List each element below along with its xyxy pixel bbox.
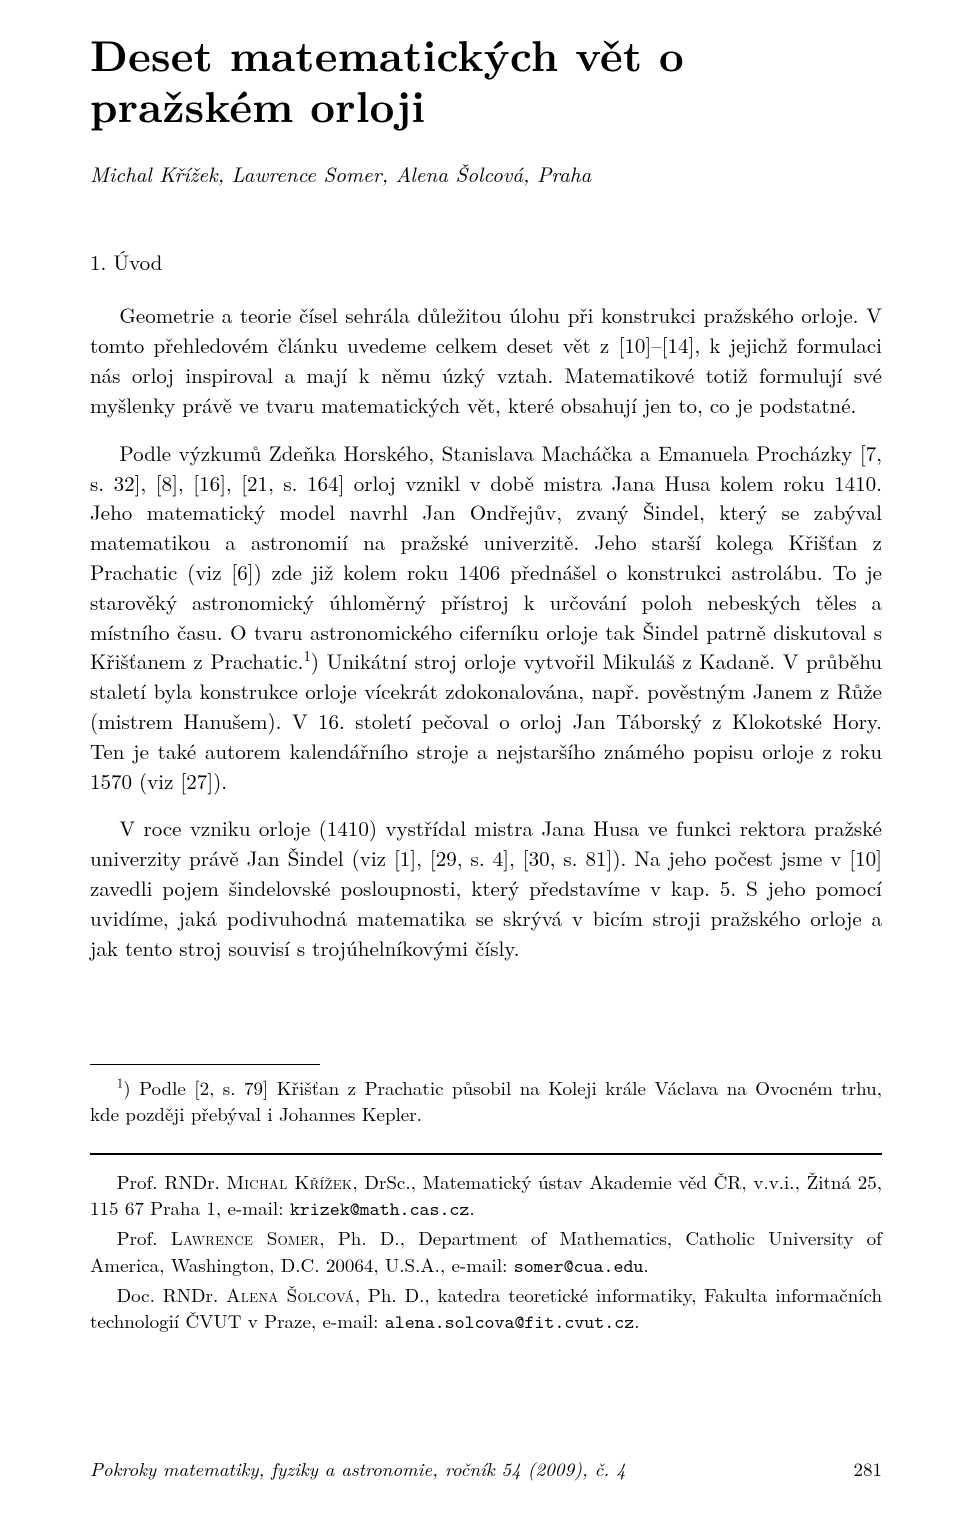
affiliation-2: Prof. Lawrence Somer, Ph. D., Department…	[90, 1225, 882, 1279]
affil-3-email: alena.solcova@fit.cvut.cz	[385, 1310, 634, 1335]
affil-2-name: Lawrence Somer	[171, 1224, 319, 1251]
footnote-1: 1) Podle [2, s. 79] Křišťan z Prachatic …	[90, 1075, 882, 1127]
article-title: Deset matematických vět o pražském orloj…	[90, 28, 882, 129]
footer-journal: Pokroky matematiky, fyziky a astronomie,…	[90, 1455, 626, 1482]
authors-line: Michal Křížek, Lawrence Somer, Alena Šol…	[90, 159, 882, 189]
page: Deset matematických vět o pražském orloj…	[0, 0, 960, 1516]
affil-3-name: Alena Šolcová	[226, 1281, 355, 1308]
footer-page-number: 281	[853, 1455, 882, 1482]
footnote-separator	[90, 1064, 320, 1065]
paragraph-3: V roce vzniku orloje (1410) vystřídal mi…	[90, 814, 882, 963]
page-footer: Pokroky matematiky, fyziky a astronomie,…	[90, 1455, 882, 1482]
paragraph-2-part-a: Podle výzkumů Zdeňka Horského, Stanislav…	[90, 438, 882, 677]
affil-1-email: krizek@math.cas.cz	[290, 1197, 470, 1222]
affil-2-email: somer@cua.edu	[514, 1254, 644, 1279]
affiliation-1: Prof. RNDr. Michal Křížek, DrSc., Matema…	[90, 1169, 882, 1223]
affiliation-separator	[90, 1153, 882, 1155]
footnote-ref-1: 1	[303, 645, 310, 666]
affil-1-name: Michal Křížek	[227, 1168, 353, 1195]
footnote-text: ) Podle [2, s. 79] Křišťan z Prachatic p…	[90, 1074, 882, 1127]
affil-1-prefix: Prof. RNDr.	[117, 1168, 227, 1195]
section-heading: 1. Úvod	[90, 247, 882, 277]
affil-3-end: .	[634, 1307, 639, 1334]
affiliation-3: Doc. RNDr. Alena Šolcová, Ph. D., katedr…	[90, 1282, 882, 1336]
affil-2-end: .	[643, 1251, 648, 1278]
paragraph-2: Podle výzkumů Zdeňka Horského, Stanislav…	[90, 439, 882, 797]
paragraph-1: Geometrie a teorie čísel sehrála důležit…	[90, 301, 882, 420]
affil-1-end: .	[469, 1194, 474, 1221]
affil-2-prefix: Prof.	[117, 1224, 171, 1251]
affil-3-prefix: Doc. RNDr.	[117, 1281, 227, 1308]
